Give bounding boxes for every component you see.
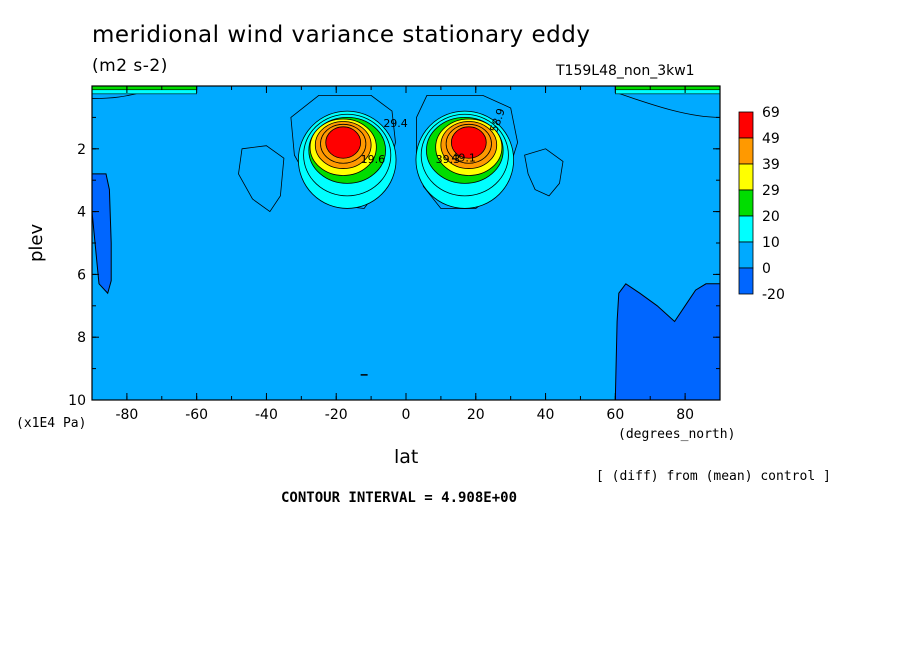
- colorbar-label: 39: [762, 157, 780, 173]
- colorbar-swatch: [738, 215, 754, 243]
- contour-label: 19.6: [361, 153, 386, 166]
- contour-line: [615, 91, 720, 118]
- x-tick-label: -40: [255, 407, 278, 423]
- colorbar-label: 10: [762, 235, 780, 251]
- colorbar-swatch: [738, 137, 754, 165]
- x-tick-label: 0: [402, 407, 411, 423]
- x-tick-label: 60: [606, 407, 624, 423]
- south-polar-min: [92, 173, 112, 295]
- chart-units: (m2 s-2): [92, 56, 168, 76]
- contour-fills: 19.629.439.349.158.9: [92, 86, 720, 400]
- colorbar-label: 49: [762, 131, 780, 147]
- colorbar-swatch: [738, 241, 754, 269]
- contour-band: [450, 126, 487, 159]
- x-axis-label: lat: [394, 446, 419, 468]
- plot-background: [92, 86, 720, 400]
- colorbar-label: 69: [762, 105, 780, 121]
- contour-label: 49.1: [451, 151, 476, 164]
- colorbar-swatch: [738, 189, 754, 217]
- x-tick-label: -80: [115, 407, 138, 423]
- run-label: T159L48_non_3kw1: [556, 63, 695, 79]
- x-tick-label: 40: [537, 407, 555, 423]
- contour-band: [325, 126, 362, 159]
- colorbar-label: 29: [762, 183, 780, 199]
- y-tick-label: 4: [77, 205, 86, 221]
- contour-line: [238, 145, 285, 213]
- x-tick-label: -60: [185, 407, 208, 423]
- y-tick-label: 6: [77, 267, 86, 283]
- x-axis-unit: (degrees_north): [618, 427, 736, 442]
- chart-title: meridional wind variance stationary eddy: [92, 22, 591, 48]
- colorbar-label: 20: [762, 209, 780, 225]
- colorbar-label: 0: [762, 261, 771, 277]
- contour-interval: CONTOUR INTERVAL = 4.908E+00: [281, 490, 518, 506]
- colorbar-swatch: [738, 267, 754, 295]
- north-polar-min: [614, 283, 720, 400]
- y-tick-label: 10: [68, 393, 86, 409]
- contour-line: [524, 148, 564, 197]
- colorbar-swatch: [738, 111, 754, 139]
- contour-label: 39.3: [436, 153, 461, 166]
- x-tick-label: 20: [467, 407, 485, 423]
- colorbar-label: -20: [762, 287, 785, 303]
- y-tick-label: 2: [77, 142, 86, 158]
- x-tick-label: -20: [325, 407, 348, 423]
- y-axis-label: plev: [26, 223, 47, 262]
- x-tick-label: 80: [676, 407, 694, 423]
- y-axis-unit: (x1E4 Pa): [16, 416, 87, 431]
- y-tick-label: 8: [77, 330, 86, 346]
- diff-note: [ (diff) from (mean) control ]: [596, 469, 831, 484]
- colorbar-swatch: [738, 163, 754, 191]
- contour-label: 29.4: [383, 117, 408, 130]
